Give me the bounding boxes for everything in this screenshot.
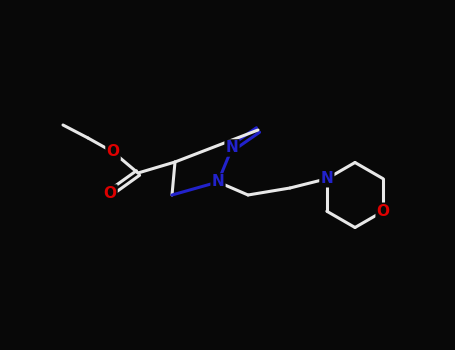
Text: N: N [212, 175, 224, 189]
Text: O: O [106, 145, 120, 160]
Text: O: O [103, 186, 116, 201]
Text: O: O [377, 204, 389, 219]
Text: N: N [226, 140, 238, 155]
Text: N: N [320, 171, 333, 186]
